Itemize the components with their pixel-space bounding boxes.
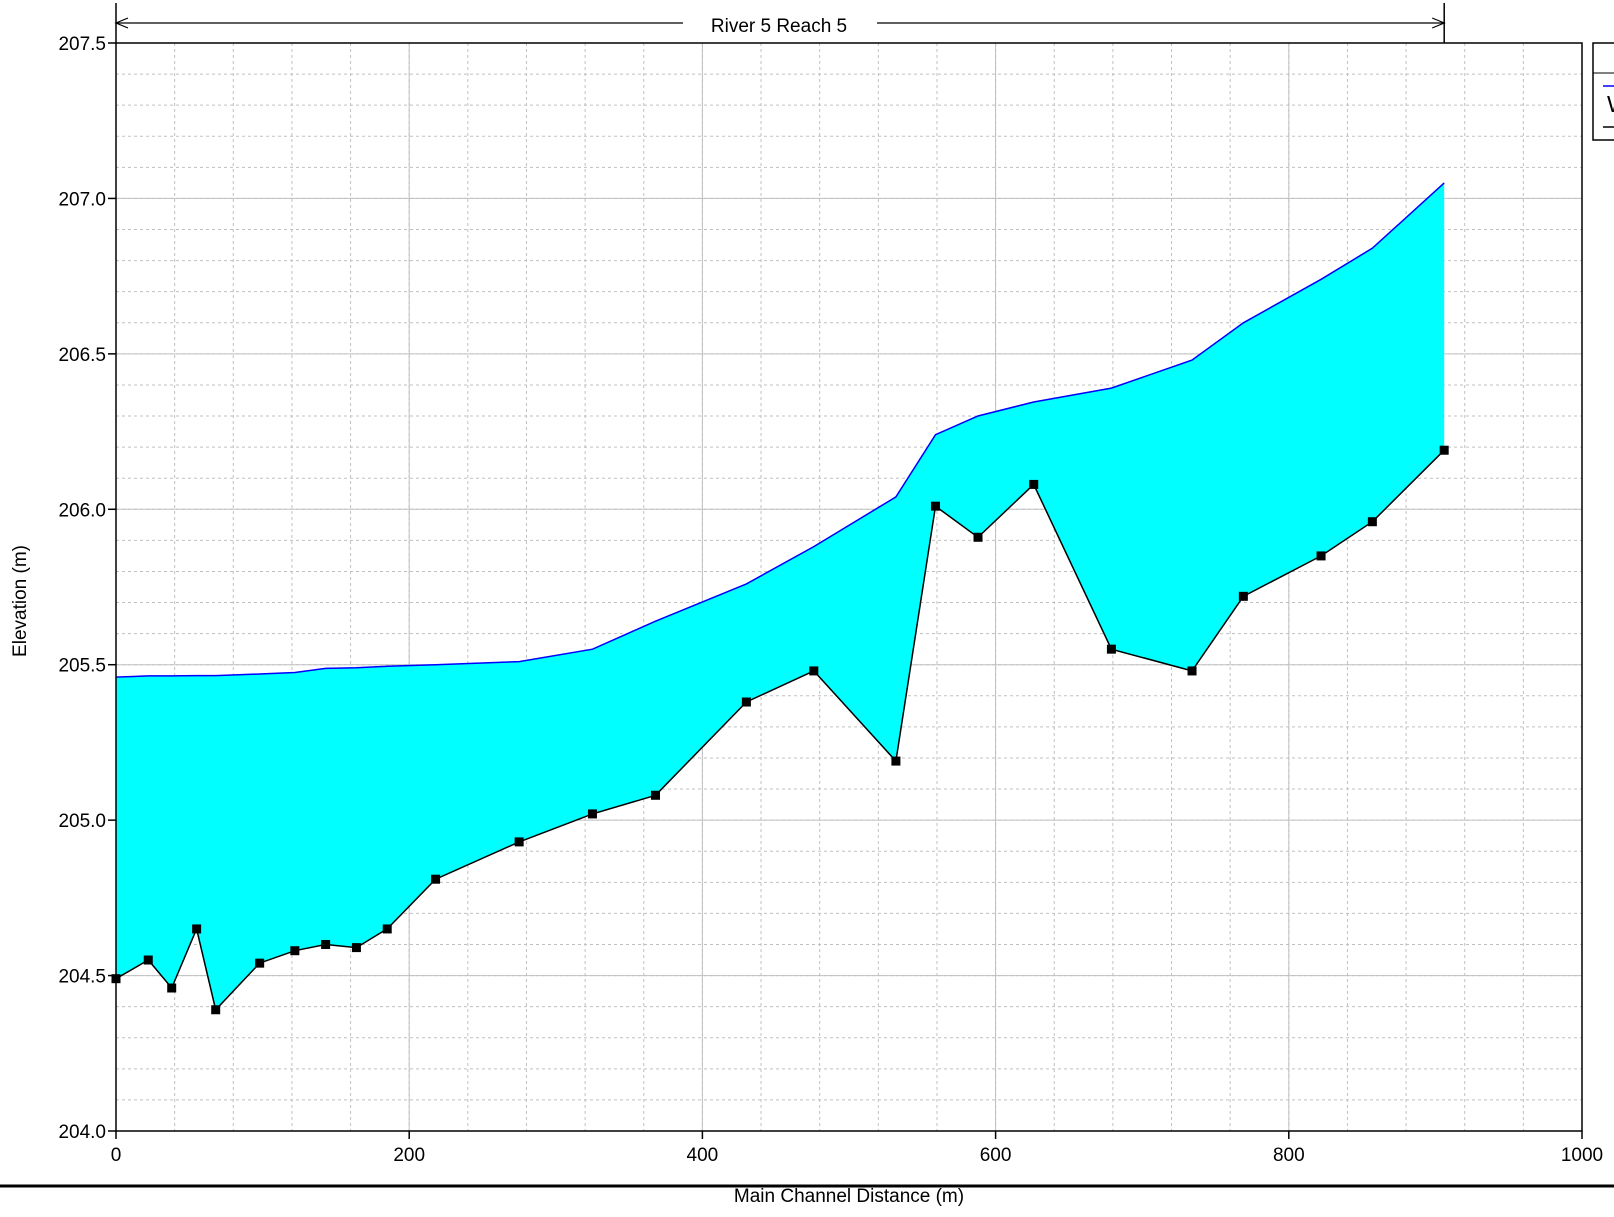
ground-point [741, 697, 751, 707]
ground-point [1187, 666, 1197, 676]
tick-layer: 0 200 400 600 800 1000 204.0 204.5 205.0 205.5 206… [58, 34, 1603, 1166]
legend-frame [1592, 42, 1614, 141]
ground-point [167, 983, 177, 993]
y-tick-label: 206.0 [58, 500, 106, 521]
y-tick-label: 204.0 [58, 1122, 106, 1143]
y-axis-label: Elevation (m) [10, 545, 31, 657]
x-axis-label: Main Channel Distance (m) [734, 1186, 964, 1207]
ground-point [973, 532, 983, 542]
ground-point [1439, 445, 1449, 455]
ground-point [431, 874, 441, 884]
ground-line [115, 449, 1445, 1012]
ground-point [143, 955, 153, 965]
reach-label: River 5 Reach 5 [711, 16, 847, 37]
ground-point [587, 809, 597, 819]
legend-box: W [1592, 42, 1614, 141]
ground-point [1316, 551, 1326, 561]
ground-point [809, 666, 819, 676]
arrow-right-icon [1431, 17, 1446, 29]
ground-point [290, 946, 300, 956]
x-tick-label: 800 [1273, 1145, 1305, 1166]
y-tick-label: 206.5 [58, 345, 106, 366]
ground-point [1367, 517, 1377, 527]
plot-frame [115, 42, 1583, 1132]
y-tick-label: 205.5 [58, 656, 106, 677]
ground-point [192, 924, 202, 934]
reach-bar: River 5 Reach 5 [114, 3, 1446, 43]
water-surface-line [115, 182, 1445, 678]
ground-point [1238, 591, 1248, 601]
x-tick-label: 1000 [1561, 1145, 1603, 1166]
x-tick-label: 0 [111, 1145, 122, 1166]
ground-point [321, 939, 331, 949]
y-tick-label: 205.0 [58, 811, 106, 832]
arrow-left-icon [114, 17, 129, 29]
x-tick-label: 200 [393, 1145, 425, 1166]
ground-point [1106, 644, 1116, 654]
ground-point [255, 958, 265, 968]
ground-point [891, 756, 901, 766]
x-tick-label: 400 [687, 1145, 719, 1166]
y-tick-label: 207.5 [58, 34, 106, 55]
ground-point [382, 924, 392, 934]
x-tick-label: 600 [980, 1145, 1012, 1166]
water-area [116, 182, 1445, 1010]
ground-point [211, 1005, 221, 1015]
frame-layer [0, 42, 1614, 1188]
y-tick-label: 204.5 [58, 967, 106, 988]
ground-point [1029, 479, 1039, 489]
fill-layer [116, 182, 1445, 1010]
ground-point [650, 790, 660, 800]
ground-point [930, 501, 940, 511]
y-tick-label: 207.0 [58, 189, 106, 210]
legend-glyph: W [1607, 91, 1614, 117]
ground-point [351, 943, 361, 953]
ground-point [514, 837, 524, 847]
